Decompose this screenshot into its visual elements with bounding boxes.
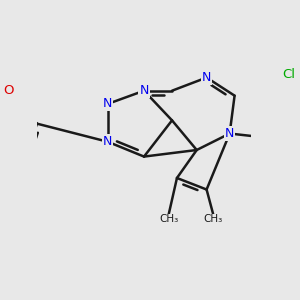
Text: Cl: Cl xyxy=(282,68,296,81)
Text: N: N xyxy=(103,135,112,148)
Text: N: N xyxy=(225,127,234,140)
Text: CH₃: CH₃ xyxy=(204,214,223,224)
Text: N: N xyxy=(202,71,211,84)
Text: N: N xyxy=(139,84,149,97)
Text: N: N xyxy=(103,98,112,110)
Text: CH₃: CH₃ xyxy=(159,214,178,224)
Text: O: O xyxy=(4,84,14,97)
